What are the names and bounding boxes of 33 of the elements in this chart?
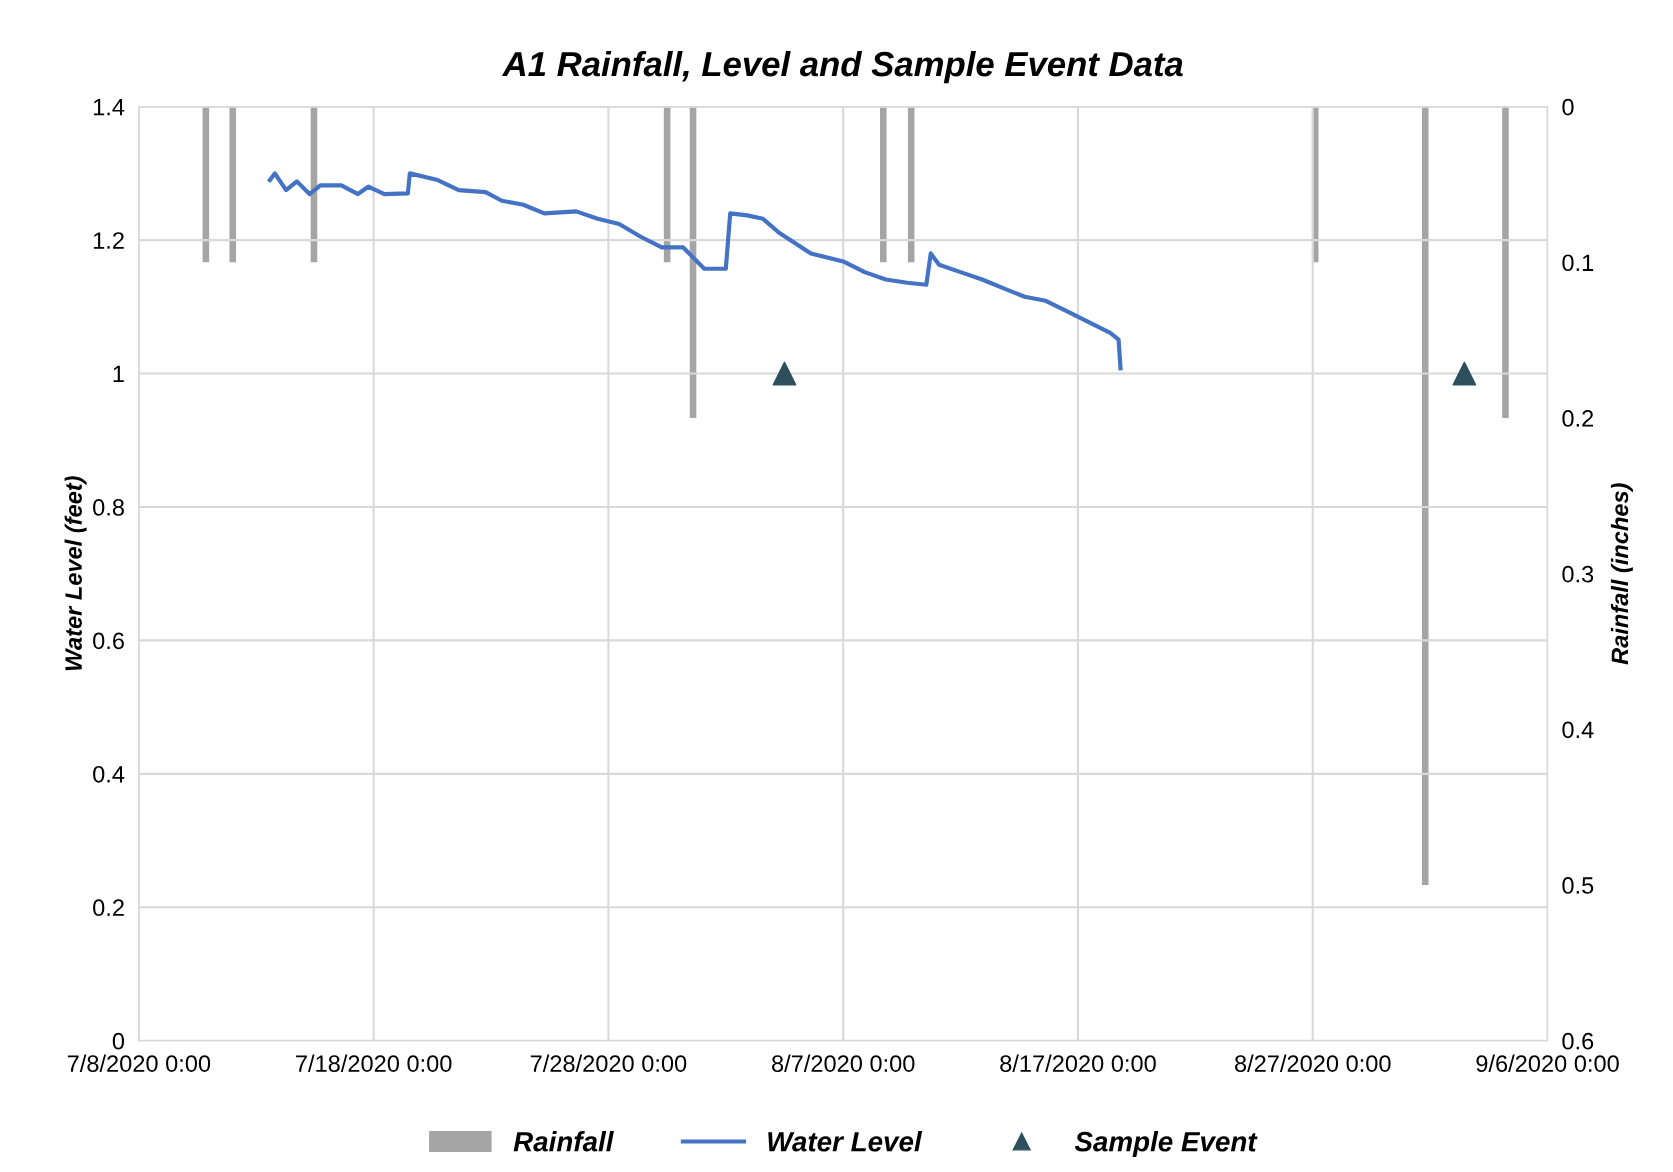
bar [1421,106,1429,886]
y-tick-label: 1.4 [93,98,125,116]
x-tick-label: 8/27/2020 0:00 [1235,1054,1391,1072]
line-series [267,171,1123,371]
x-tick-label: 7/18/2020 0:00 [296,1054,452,1072]
y2-tick-label: 0.5 [1562,877,1594,894]
bar [1502,106,1509,419]
y-tick-label: 0 [112,1032,125,1050]
y-axis-title: Water Level (feet) [64,476,87,671]
x-tick-label: 7/8/2020 0:00 [67,1054,211,1072]
x-tick-label: 9/6/2020 0:00 [1476,1054,1619,1072]
chart-title: A1 Rainfall, Level and Sample Event Data [501,50,1183,84]
y2-tick-label: 0.2 [1562,410,1594,427]
y-tick-label: 1 [113,365,124,383]
y2-tick-label: 0 [1562,98,1574,116]
y2-tick-label: 0.4 [1562,721,1594,739]
legend-label: Water Level [768,1131,923,1152]
y-tick-label: 1.2 [93,232,124,249]
legend-label: Sample Event [1074,1131,1258,1158]
x-tick-label: 8/17/2020 0:00 [1000,1054,1156,1072]
x-tick-label: 7/28/2020 0:00 [530,1054,687,1072]
y2-tick-label: 0.3 [1562,565,1594,583]
y-tick-label: 0.8 [93,499,124,516]
y2-tick-label: 0.1 [1562,254,1594,272]
bar [880,106,887,263]
x-tick-label: 8/7/2020 0:00 [772,1054,915,1072]
y-tick-label: 0.4 [93,765,125,783]
bar [229,106,237,263]
legend-label: Rainfall [513,1131,614,1152]
y-tick-label: 0.2 [93,899,124,917]
y2-tick-label: 0.6 [1562,1032,1594,1050]
y-tick-label: 0.6 [93,632,124,650]
y2-axis-title: Rainfall (inches) [1610,483,1633,665]
